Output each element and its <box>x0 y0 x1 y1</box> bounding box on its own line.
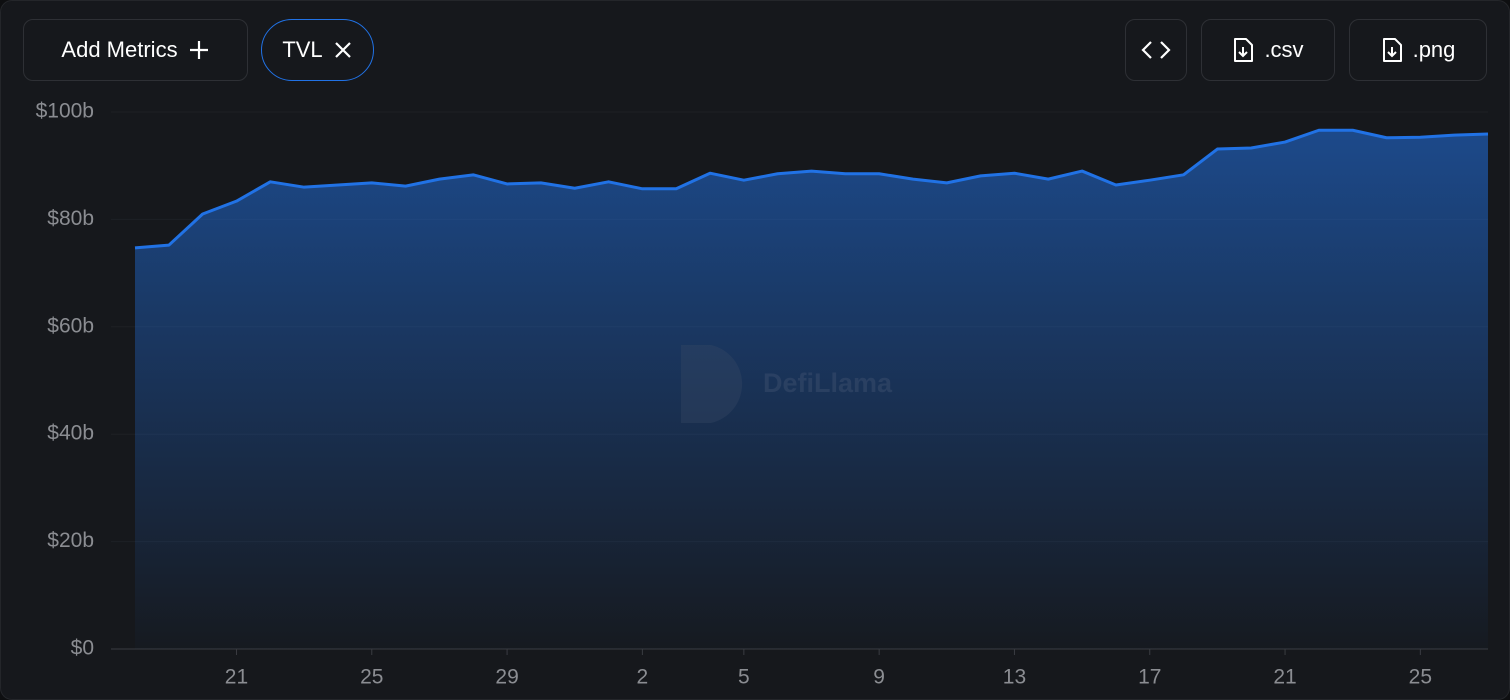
x-tick-label: 13 <box>1003 666 1026 689</box>
add-metrics-button[interactable]: Add Metrics <box>23 19 248 81</box>
x-tick-label: 25 <box>1409 666 1432 689</box>
csv-button[interactable]: .csv <box>1201 19 1335 81</box>
code-icon <box>1141 41 1171 59</box>
area <box>135 130 1488 649</box>
chip-label: TVL <box>282 37 323 62</box>
x-tick-label: 21 <box>225 666 248 689</box>
x-tick-label: 9 <box>873 666 885 689</box>
x-tick-label: 17 <box>1138 666 1161 689</box>
plus-icon <box>189 41 208 59</box>
x-tick-label: 2 <box>637 666 649 689</box>
file-icon <box>1382 38 1402 62</box>
embed-button[interactable] <box>1125 19 1187 81</box>
button-label: .png <box>1412 37 1456 62</box>
png-button[interactable]: .png <box>1349 19 1487 81</box>
x-tick-label: 29 <box>495 666 518 689</box>
x-tick-label: 5 <box>738 666 750 689</box>
x-tick-label: 21 <box>1273 666 1296 689</box>
button-label: .csv <box>1264 37 1304 62</box>
y-tick-label: $100b <box>36 100 94 123</box>
y-tick-label: $40b <box>47 422 94 445</box>
metric-chip[interactable]: TVL <box>261 19 374 81</box>
line <box>134 128 1489 250</box>
y-tick-label: $60b <box>47 314 94 337</box>
button-label: Add Metrics <box>61 37 178 62</box>
y-tick-label: $80b <box>47 207 94 230</box>
y-tick-label: $0 <box>71 637 94 660</box>
y-tick-label: $20b <box>47 529 94 552</box>
file-icon <box>1234 38 1254 62</box>
close-icon <box>334 42 351 58</box>
x-tick-label: 25 <box>360 666 383 689</box>
watermark: DefiLlama <box>681 345 893 423</box>
watermark-text: DefiLlama <box>763 368 893 398</box>
